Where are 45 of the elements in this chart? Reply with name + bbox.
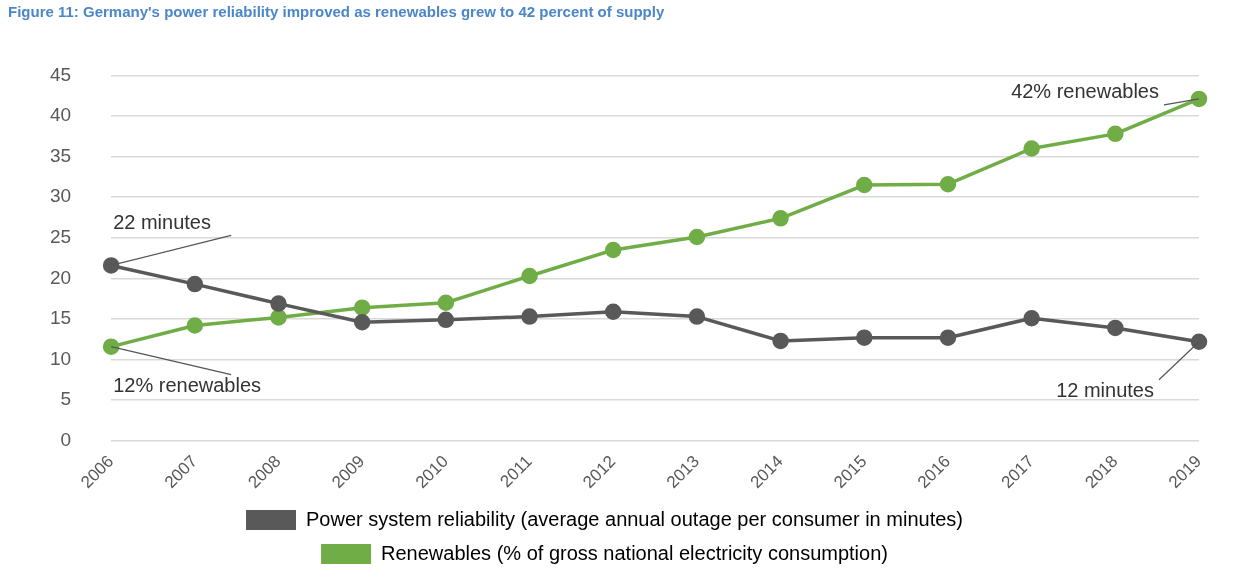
annotation: 12 minutes bbox=[1056, 379, 1154, 402]
point bbox=[353, 299, 371, 316]
point bbox=[270, 309, 287, 326]
point bbox=[939, 175, 957, 193]
point bbox=[353, 314, 371, 331]
point bbox=[1107, 319, 1124, 337]
point bbox=[437, 311, 455, 329]
point bbox=[1190, 90, 1208, 108]
point bbox=[521, 267, 538, 285]
y-tick-label: 0 bbox=[60, 429, 72, 451]
point bbox=[604, 303, 622, 320]
annotation: 42% renewables bbox=[1011, 80, 1159, 103]
point bbox=[772, 210, 789, 227]
point bbox=[1023, 309, 1040, 327]
point bbox=[856, 176, 873, 194]
y-tick-label: 20 bbox=[49, 266, 72, 288]
y-tick-label: 5 bbox=[60, 388, 72, 410]
legend-label: Power system reliability (average annual outage per consumer in minutes) bbox=[306, 507, 963, 530]
point bbox=[688, 228, 706, 246]
y-tick-label: 40 bbox=[49, 104, 72, 126]
point bbox=[102, 257, 120, 274]
y-tick-label: 30 bbox=[49, 185, 72, 207]
point bbox=[437, 294, 455, 312]
point bbox=[939, 329, 957, 346]
annotation: 12% renewables bbox=[113, 374, 262, 397]
y-tick-label: 10 bbox=[49, 347, 72, 369]
annotation: 22 minutes bbox=[113, 210, 211, 233]
y-tick-label: 35 bbox=[49, 144, 72, 166]
legend-label: Renewables (% of gross national electricity consumption) bbox=[381, 541, 888, 564]
point bbox=[1190, 333, 1208, 351]
point bbox=[688, 308, 706, 325]
point bbox=[1107, 125, 1124, 143]
point bbox=[186, 275, 204, 293]
y-tick-label: 45 bbox=[49, 63, 72, 85]
point bbox=[521, 308, 538, 325]
point bbox=[1023, 140, 1040, 157]
chart-title: Figure 11: Germany's power reliability improved as renewables grew to 42 percent of supply bbox=[7, 2, 666, 22]
y-tick-label: 25 bbox=[49, 226, 72, 248]
point bbox=[604, 241, 622, 259]
point bbox=[102, 338, 120, 355]
point bbox=[772, 332, 789, 350]
point bbox=[856, 329, 873, 346]
y-tick-label: 15 bbox=[49, 307, 72, 329]
point bbox=[186, 317, 204, 334]
point bbox=[270, 295, 287, 312]
